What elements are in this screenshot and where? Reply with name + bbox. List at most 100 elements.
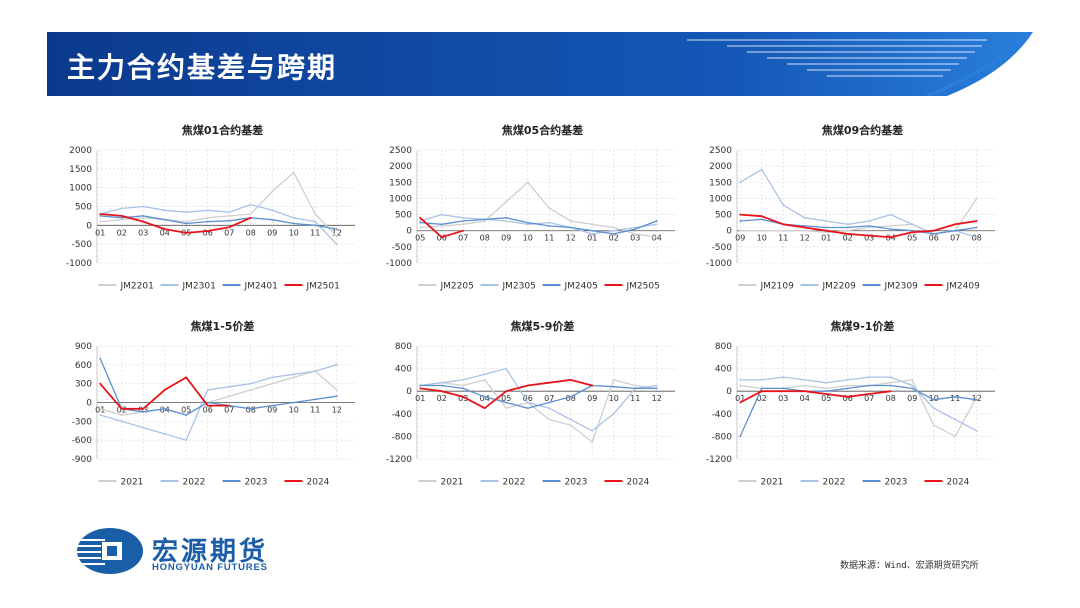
series-line-2022 <box>740 376 978 432</box>
data-point <box>440 224 443 227</box>
data-point <box>292 216 295 219</box>
data-point <box>142 407 145 410</box>
data-point <box>314 370 317 373</box>
data-point <box>591 223 594 226</box>
data-point <box>228 404 231 407</box>
chart-title: 焦煤1-5价差 <box>190 319 255 333</box>
data-point <box>803 384 806 387</box>
x-tick-label: 07 <box>224 228 234 237</box>
x-tick-label: 08 <box>972 234 982 243</box>
series-line-2023 <box>739 384 977 437</box>
data-point <box>185 222 188 225</box>
data-point <box>612 379 615 381</box>
data-point <box>612 226 615 229</box>
data-point <box>314 220 317 223</box>
data-point <box>739 435 742 438</box>
data-point <box>803 216 806 219</box>
y-tick-label: -1000 <box>706 259 732 269</box>
y-tick-label: -1000 <box>386 259 412 269</box>
series-line-2024 <box>739 390 891 404</box>
data-point <box>292 401 295 404</box>
x-tick-label: 11 <box>630 394 640 403</box>
x-tick-label: 11 <box>310 406 320 415</box>
data-point <box>120 414 123 416</box>
company-name-en: HONGYUAN FUTURES <box>152 562 268 573</box>
data-point <box>99 407 102 410</box>
x-tick-label: 07 <box>224 406 234 415</box>
y-tick-label: -400 <box>712 410 733 420</box>
data-point <box>163 209 166 212</box>
series-line-JM2401 <box>100 215 337 230</box>
series-line-2021 <box>100 370 338 416</box>
data-point <box>846 223 849 226</box>
data-point <box>335 228 338 230</box>
series-line-JM2305 <box>420 213 657 235</box>
x-tick-label: 12 <box>652 394 662 403</box>
data-point <box>932 407 935 410</box>
data-point <box>185 220 188 223</box>
company-name-cn: 宏源期货 <box>152 537 269 567</box>
data-point <box>483 407 486 410</box>
data-point <box>271 376 274 379</box>
legend-label: 2023 <box>565 478 588 488</box>
data-point <box>142 426 145 429</box>
y-tick-label: 300 <box>75 380 92 390</box>
data-point <box>142 215 145 217</box>
legend-label: JM2305 <box>502 282 536 292</box>
data-point <box>846 226 849 229</box>
y-tick-label: -1200 <box>706 455 732 465</box>
x-tick-label: 03 <box>864 234 874 243</box>
series-line-2023 <box>420 384 657 409</box>
x-tick-label: 10 <box>523 234 533 243</box>
y-tick-label: 500 <box>395 211 412 221</box>
x-tick-label: 02 <box>117 406 127 415</box>
data-point <box>911 387 914 390</box>
x-tick-label: 11 <box>310 228 320 237</box>
data-point <box>634 228 637 230</box>
data-point <box>419 226 422 229</box>
data-point <box>612 233 615 235</box>
y-tick-label: 0 <box>406 387 412 397</box>
data-point <box>271 209 274 212</box>
data-point <box>803 224 806 227</box>
data-point <box>206 230 209 232</box>
y-tick-label: -1000 <box>66 259 92 269</box>
y-tick-label: 900 <box>75 342 92 352</box>
x-tick-label: 05 <box>415 234 425 243</box>
x-tick-label: 02 <box>757 394 767 403</box>
data-point <box>655 384 658 387</box>
data-point <box>846 384 849 387</box>
data-point <box>462 384 465 387</box>
y-tick-label: -500 <box>392 243 413 253</box>
data-point <box>825 381 828 384</box>
legend-label: 2023 <box>245 478 268 488</box>
data-point <box>569 418 572 421</box>
legend-label: JM2201 <box>120 282 154 292</box>
data-point <box>846 387 849 390</box>
y-tick-label: -600 <box>72 436 93 446</box>
series-line-JM2405 <box>420 217 657 235</box>
legend-label: 2024 <box>307 478 330 488</box>
x-tick-label: 09 <box>735 234 745 243</box>
data-point <box>249 216 252 219</box>
data-point <box>505 367 508 370</box>
data-point <box>505 220 508 222</box>
data-point <box>526 384 529 387</box>
data-point <box>782 390 785 393</box>
data-point <box>548 221 551 224</box>
data-point <box>889 384 892 387</box>
data-point <box>569 395 572 398</box>
data-point <box>868 384 871 387</box>
x-tick-label: 04 <box>480 394 490 403</box>
data-point <box>655 236 658 239</box>
data-point <box>99 382 102 385</box>
data-point <box>505 390 508 393</box>
x-tick-label: 05 <box>907 234 917 243</box>
x-tick-label: 07 <box>950 234 960 243</box>
data-point <box>975 398 978 401</box>
legend-label: JM2301 <box>182 282 216 292</box>
x-tick-label: 01 <box>415 394 425 403</box>
spread-1-5-chart: 焦煤1-5价差 900 600 300 0 -300 -600 -900 01 02 03 04 05 0… <box>72 319 355 488</box>
data-point <box>889 228 892 230</box>
series-line-2023 <box>99 358 337 416</box>
